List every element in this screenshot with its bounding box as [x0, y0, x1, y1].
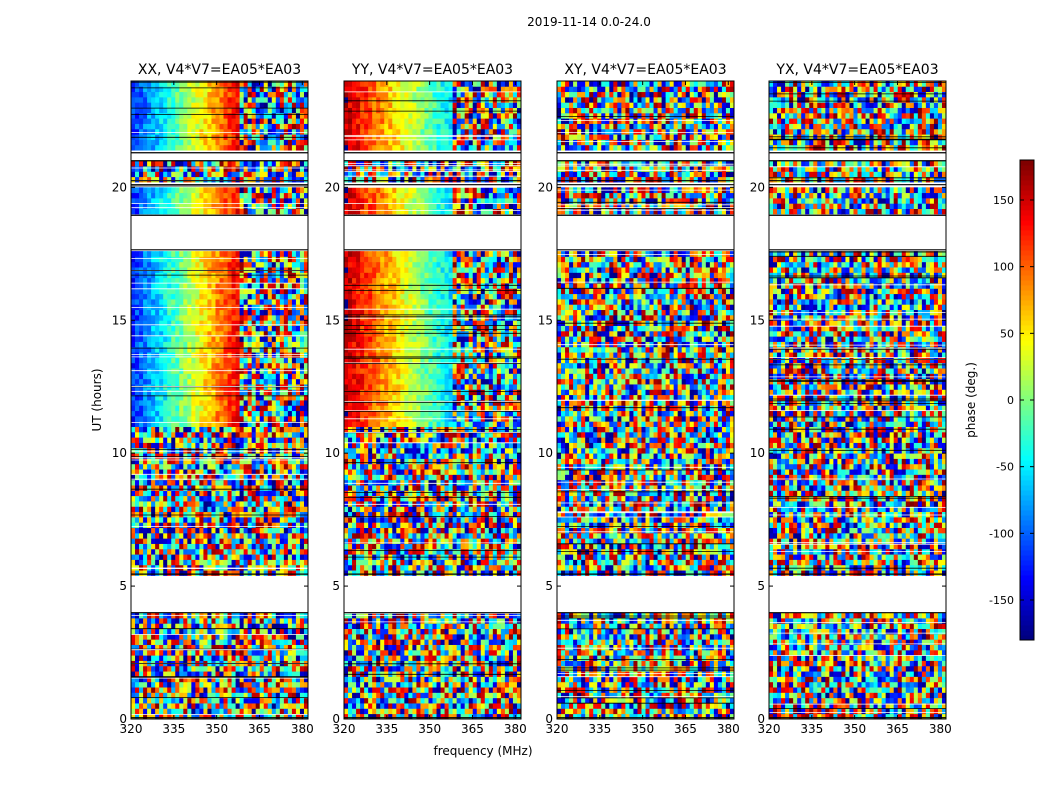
x-tick-label: 380 [717, 722, 740, 736]
panel-2: YY, V4*V7=EA05*EA03 320 335 350 365 380 0 5 10 15… [325, 62, 527, 736]
y-axis-label: UT (hours) [90, 368, 104, 431]
y-tick-label: 5 [119, 579, 127, 593]
x-tick-label: 380 [504, 722, 527, 736]
y-tick-label: 15 [750, 313, 765, 327]
panel-3: XY, V4*V7=EA05*EA03 320 335 350 365 380 0 5 10 15… [538, 62, 740, 736]
y-tick-label: 5 [332, 579, 340, 593]
x-tick-label: 365 [248, 722, 271, 736]
phase-heatmap [344, 81, 522, 720]
y-tick-label: 10 [538, 446, 553, 460]
y-tick-label: 5 [545, 579, 553, 593]
y-tick-label: 0 [332, 712, 340, 726]
panel-4: YX, V4*V7=EA05*EA03 320 335 350 365 380 0 5 10 15… [750, 62, 952, 736]
x-tick-label: 320 [758, 722, 781, 736]
colorbar-tick-label: 150 [993, 194, 1014, 207]
y-tick-label: 0 [545, 712, 553, 726]
x-tick-label: 365 [886, 722, 909, 736]
panel-title: XX, V4*V7=EA05*EA03 [138, 62, 301, 78]
x-tick-label: 320 [120, 722, 143, 736]
colorbar-tick-label: -50 [996, 461, 1014, 474]
x-tick-label: 335 [800, 722, 823, 736]
colorbar-tick-label: 0 [1007, 394, 1014, 407]
y-tick-label: 10 [112, 446, 127, 460]
colorbar-tick-label: 50 [1000, 327, 1014, 340]
x-tick-label: 335 [588, 722, 611, 736]
phase-heatmap [557, 81, 735, 720]
y-tick-label: 10 [750, 446, 765, 460]
y-tick-label: 0 [119, 712, 127, 726]
colorbar-tick-label: 100 [993, 261, 1014, 274]
x-tick-label: 365 [461, 722, 484, 736]
x-tick-label: 320 [333, 722, 356, 736]
y-tick-label: 15 [325, 313, 340, 327]
x-tick-label: 320 [546, 722, 569, 736]
y-tick-label: 20 [325, 180, 340, 194]
x-tick-label: 365 [674, 722, 697, 736]
y-tick-label: 5 [757, 579, 765, 593]
y-tick-label: 10 [325, 446, 340, 460]
y-tick-label: 0 [757, 712, 765, 726]
x-axis-label: frequency (MHz) [433, 744, 532, 758]
panel-1: XX, V4*V7=EA05*EA03 320 335 350 365 380 0 5 10 15… [112, 62, 314, 736]
panel-title: XY, V4*V7=EA05*EA03 [564, 62, 726, 78]
x-tick-label: 350 [418, 722, 441, 736]
x-tick-label: 335 [162, 722, 185, 736]
x-tick-label: 350 [843, 722, 866, 736]
panel-title: YY, V4*V7=EA05*EA03 [351, 62, 513, 78]
y-tick-label: 20 [538, 180, 553, 194]
y-tick-label: 20 [112, 180, 127, 194]
colorbar-tick-label: -150 [989, 594, 1014, 607]
x-tick-label: 380 [291, 722, 314, 736]
x-tick-label: 335 [375, 722, 398, 736]
colorbar-label: phase (deg.) [964, 362, 978, 438]
figure-title: 2019-11-14 0.0-24.0 [527, 15, 651, 29]
y-tick-label: 15 [112, 313, 127, 327]
phase-heatmap [769, 81, 947, 720]
colorbar: -150 -100 -50 0 50 100 150 [989, 159, 1035, 641]
panels: XX, V4*V7=EA05*EA03 320 335 350 365 380 0 5 10 15… [112, 62, 952, 736]
x-tick-label: 380 [929, 722, 952, 736]
y-tick-label: 15 [538, 313, 553, 327]
x-tick-label: 350 [631, 722, 654, 736]
phase-heatmap [131, 81, 309, 720]
colorbar-tick-label: -100 [989, 527, 1014, 540]
x-tick-label: 350 [205, 722, 228, 736]
y-tick-label: 20 [750, 180, 765, 194]
panel-title: YX, V4*V7=EA05*EA03 [775, 62, 938, 78]
